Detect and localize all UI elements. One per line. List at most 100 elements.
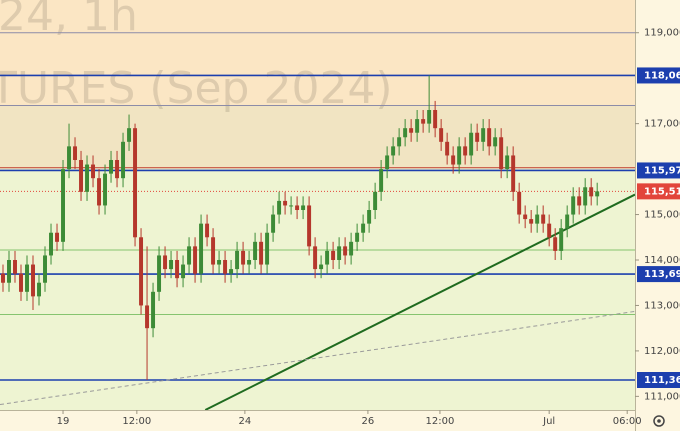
candle-body (49, 232, 53, 256)
candle-body (7, 260, 11, 283)
candle-body (559, 228, 564, 251)
candle-body (565, 214, 570, 229)
candle-body (439, 128, 444, 142)
candle-body (187, 246, 192, 265)
x-tick-label: 19 (57, 416, 70, 427)
candle-body (265, 232, 270, 265)
candle-body (61, 169, 66, 242)
candle-body (529, 219, 534, 224)
candle-body (577, 196, 582, 206)
candle-body (289, 205, 294, 207)
x-tick-label: 12:00 (426, 416, 455, 427)
candle-body (445, 141, 450, 156)
candle-body (55, 232, 59, 242)
candle-body (277, 200, 282, 215)
candle-body (127, 128, 132, 142)
candle-body (325, 250, 330, 265)
candle-body (151, 291, 156, 329)
candle-body (115, 160, 120, 179)
y-tick-label: 117,000 (644, 119, 680, 130)
x-tick-label: 12:00 (122, 416, 151, 427)
candle-body (469, 132, 474, 156)
candle-body (73, 146, 78, 160)
candle-body (535, 214, 540, 224)
price-tag (637, 372, 680, 388)
candle-body (493, 137, 498, 147)
candle-body (403, 128, 408, 138)
candle-body (511, 155, 516, 192)
candle-body (571, 196, 576, 215)
candle-body (337, 246, 342, 260)
candle-body (349, 241, 354, 256)
candle-body (295, 205, 300, 210)
candle-body (361, 223, 366, 233)
candle-body (355, 232, 360, 242)
candle-body (547, 223, 552, 238)
candle-body (229, 269, 234, 274)
candle-body (463, 146, 468, 156)
settings-icon[interactable] (653, 415, 665, 427)
candle-body (139, 237, 144, 306)
x-tick-label: 26 (362, 416, 375, 427)
candle-body (541, 214, 546, 224)
price-tag (637, 266, 680, 283)
candle-body (433, 110, 438, 129)
candle-body (415, 119, 420, 133)
trend-line (204, 193, 636, 411)
candle-body (481, 128, 486, 142)
price-tag-label: 118,060 (644, 70, 680, 81)
candle-body (241, 250, 246, 265)
candle-body (103, 173, 108, 206)
candle-body (91, 164, 96, 179)
candle-body (553, 237, 558, 251)
candle-body (307, 205, 312, 247)
y-tick-label: 114,000 (644, 255, 680, 266)
candle-body (271, 214, 276, 233)
candle-body (373, 191, 378, 210)
y-tick-label: 112,000 (644, 346, 680, 357)
candle-body (205, 223, 210, 238)
y-tick-label: 119,000 (644, 28, 680, 39)
candle-body (301, 205, 306, 210)
candle-body (259, 241, 264, 265)
candle-body (505, 155, 510, 170)
candle-body (589, 187, 594, 197)
candle-body (517, 191, 522, 215)
candle-body (475, 132, 480, 142)
price-tag (637, 67, 680, 84)
candle-body (97, 178, 102, 206)
candle-body (193, 246, 198, 274)
x-tick-label: 06:00 (613, 416, 642, 427)
candle-body (343, 246, 348, 256)
candle-body (133, 128, 138, 238)
y-tick-label: 115,000 (644, 210, 680, 221)
x-tick-label: 24 (239, 416, 252, 427)
candle-body (391, 146, 396, 156)
candle-body (457, 146, 462, 165)
candle-body (367, 210, 372, 224)
candle-body (385, 155, 390, 170)
price-tag (637, 162, 680, 179)
x-tick-label: Jul (542, 416, 555, 427)
candle-body (181, 264, 186, 279)
candle-body (1, 273, 5, 283)
candle-body (331, 250, 336, 260)
candle-body (253, 241, 258, 260)
candle-body (121, 141, 126, 179)
candle-body (223, 260, 228, 274)
candle-body (217, 260, 222, 265)
candle-body (109, 160, 114, 174)
price-tag-label: 115,510 (644, 186, 680, 197)
candle-body (31, 264, 35, 297)
candle-body (19, 273, 23, 292)
candle-body (427, 110, 432, 124)
candle-body (409, 128, 414, 133)
candle-body (595, 191, 600, 197)
candle-body (313, 246, 318, 270)
candle-body (319, 264, 324, 270)
candle-body (79, 160, 84, 192)
candle-body (211, 237, 216, 265)
candle-body (25, 264, 29, 292)
trend-line (0, 310, 636, 406)
candle-body (175, 260, 180, 279)
